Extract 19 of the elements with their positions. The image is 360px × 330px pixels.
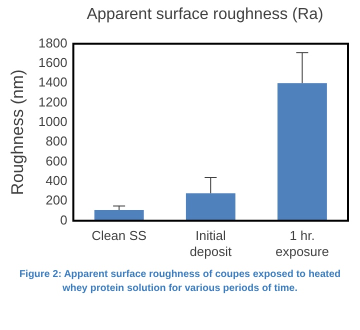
y-tick-label: 0 xyxy=(60,212,68,228)
bar xyxy=(186,193,236,221)
chart-title: Apparent surface roughness (Ra) xyxy=(86,6,324,24)
y-tick-label: 1400 xyxy=(38,74,68,90)
y-tick-label: 1600 xyxy=(38,55,68,70)
y-tick-label: 1800 xyxy=(38,35,68,50)
bar xyxy=(278,83,327,221)
x-tick-label: Initial deposit xyxy=(190,228,232,259)
x-tick-label: 1 hr. exposure xyxy=(275,228,329,259)
y-axis-title: Roughness (nm) xyxy=(8,69,27,196)
y-tick-label: 400 xyxy=(46,173,68,188)
y-tick-label: 1200 xyxy=(38,94,68,110)
x-tick-label: Clean SS xyxy=(92,228,147,244)
y-tick-label: 600 xyxy=(46,153,68,168)
y-tick-label: 200 xyxy=(46,192,68,208)
caption: Figure 2: Apparent surface roughness of coupes exposed to heated whey protein solution for various periods of time. xyxy=(18,268,342,296)
bar xyxy=(94,210,144,221)
y-tick-label: 1000 xyxy=(38,114,68,130)
y-tick-label: 800 xyxy=(46,134,68,149)
